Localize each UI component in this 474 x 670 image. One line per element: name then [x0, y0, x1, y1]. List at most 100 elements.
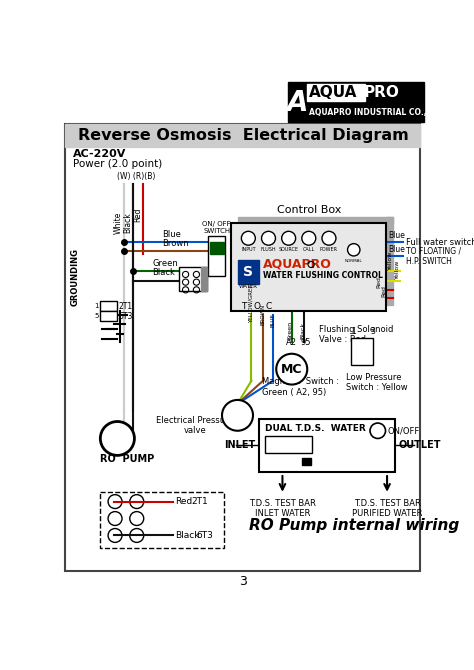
Text: AQUA: AQUA: [309, 85, 357, 100]
Text: Blue: Blue: [389, 245, 405, 254]
Bar: [100, 302, 118, 312]
Text: Red: Red: [133, 208, 142, 222]
Text: AC-220V: AC-220V: [73, 149, 127, 159]
Text: ON/ OFF
SWITCH: ON/ OFF SWITCH: [202, 221, 231, 234]
Bar: [231, 223, 386, 312]
Text: YELLOW/GREEN: YELLOW/GREEN: [249, 280, 254, 323]
Bar: [265, 436, 312, 453]
Text: Black: Black: [152, 268, 175, 277]
Text: 95: 95: [300, 338, 311, 346]
Text: Blue: Blue: [389, 231, 405, 241]
Text: Control Box: Control Box: [277, 205, 341, 215]
Text: T: T: [241, 302, 246, 311]
Text: Yellow: Yellow: [395, 260, 400, 279]
Text: OUTLET: OUTLET: [399, 440, 441, 450]
Text: Magnetic  Switch :
Green ( A2, 95): Magnetic Switch : Green ( A2, 95): [262, 377, 339, 397]
Circle shape: [130, 529, 144, 543]
Circle shape: [276, 354, 307, 385]
Text: Red: Red: [175, 497, 192, 506]
Text: A: A: [287, 90, 309, 117]
Circle shape: [347, 244, 360, 256]
Text: Green: Green: [288, 321, 293, 340]
Text: BLUE: BLUE: [271, 313, 276, 327]
Bar: [302, 458, 311, 466]
Bar: [288, 82, 423, 122]
Text: DUAL T.D.S.  WATER: DUAL T.D.S. WATER: [265, 424, 366, 433]
Text: 3: 3: [371, 328, 376, 336]
Text: Green: Green: [152, 259, 178, 268]
Text: Red: Red: [376, 277, 381, 288]
Circle shape: [322, 231, 336, 245]
Circle shape: [222, 400, 253, 431]
Text: Red: Red: [382, 285, 386, 297]
Text: Black: Black: [175, 531, 199, 540]
Text: T.D.S. TEST BAR
INLET WATER: T.D.S. TEST BAR INLET WATER: [249, 498, 316, 518]
Bar: [179, 267, 207, 291]
Text: SOURCE: SOURCE: [279, 247, 299, 253]
Bar: [210, 242, 224, 255]
Bar: [100, 492, 224, 548]
Text: POWER: POWER: [320, 247, 338, 253]
Bar: [100, 312, 118, 322]
Bar: [65, 125, 420, 571]
Bar: [307, 84, 365, 101]
Text: RO Pump internal wiring: RO Pump internal wiring: [249, 518, 459, 533]
Bar: [259, 419, 395, 472]
Text: Full water switch: Full water switch: [406, 238, 474, 247]
Text: ON/OFF: ON/OFF: [388, 426, 420, 436]
Circle shape: [370, 423, 385, 438]
Circle shape: [282, 231, 296, 245]
Text: White: White: [114, 212, 123, 234]
Text: Low Pressure
Switch : Yellow: Low Pressure Switch : Yellow: [346, 373, 408, 392]
Text: S: S: [243, 265, 253, 279]
Circle shape: [241, 231, 255, 245]
Text: Reverse Osmosis  Electrical Diagram: Reverse Osmosis Electrical Diagram: [78, 129, 408, 143]
Text: WATER FLUSHING CONTROL: WATER FLUSHING CONTROL: [263, 271, 383, 280]
Bar: [237, 260, 259, 285]
Text: AQUAPRO INDUSTRIAL CO.,LTD: AQUAPRO INDUSTRIAL CO.,LTD: [309, 109, 442, 117]
Bar: [237, 216, 392, 223]
Bar: [65, 125, 420, 147]
Text: A2: A2: [285, 338, 297, 346]
Circle shape: [262, 231, 275, 245]
Text: (W) (R)(B): (W) (R)(B): [118, 172, 156, 181]
Text: O: O: [254, 302, 260, 311]
Text: Flushing Solenoid
Valve : Red: Flushing Solenoid Valve : Red: [319, 325, 393, 344]
Text: Yellow: Yellow: [389, 251, 393, 270]
Circle shape: [108, 529, 122, 543]
Circle shape: [100, 421, 135, 456]
Text: Power (2.0 point): Power (2.0 point): [73, 159, 163, 170]
Circle shape: [302, 231, 316, 245]
Text: 1: 1: [94, 303, 99, 309]
Bar: [201, 267, 207, 291]
Circle shape: [130, 494, 144, 509]
Text: 6T3: 6T3: [119, 312, 133, 320]
Text: 2T1: 2T1: [191, 497, 208, 506]
Text: 2T1: 2T1: [119, 302, 133, 310]
Text: PRO: PRO: [364, 85, 400, 100]
Text: 3: 3: [239, 575, 247, 588]
Text: INPUT: INPUT: [241, 247, 255, 253]
Text: FLUSH: FLUSH: [261, 247, 276, 253]
Text: Electrical Pressure
valve: Electrical Pressure valve: [156, 415, 234, 435]
Text: 1: 1: [351, 328, 356, 336]
Text: WATER: WATER: [239, 283, 258, 289]
Circle shape: [108, 512, 122, 525]
Text: TO FLOATING /
H.P. SWITCH: TO FLOATING / H.P. SWITCH: [406, 247, 461, 266]
Circle shape: [130, 512, 144, 525]
Circle shape: [108, 494, 122, 509]
Bar: [208, 236, 225, 276]
Text: C: C: [265, 302, 272, 311]
Text: Black: Black: [300, 322, 305, 339]
Text: AQUAPRO: AQUAPRO: [263, 257, 332, 271]
Bar: [351, 338, 373, 365]
Text: GROUNDING: GROUNDING: [70, 248, 79, 306]
Text: Blue: Blue: [162, 230, 181, 239]
Text: NORMAL: NORMAL: [345, 259, 363, 263]
Text: CALL: CALL: [303, 247, 315, 253]
Text: Black: Black: [123, 212, 132, 233]
Text: 6T3: 6T3: [196, 531, 213, 540]
Text: 5: 5: [94, 313, 99, 319]
Text: BROWN: BROWN: [261, 304, 265, 325]
Text: Brown: Brown: [162, 239, 189, 248]
